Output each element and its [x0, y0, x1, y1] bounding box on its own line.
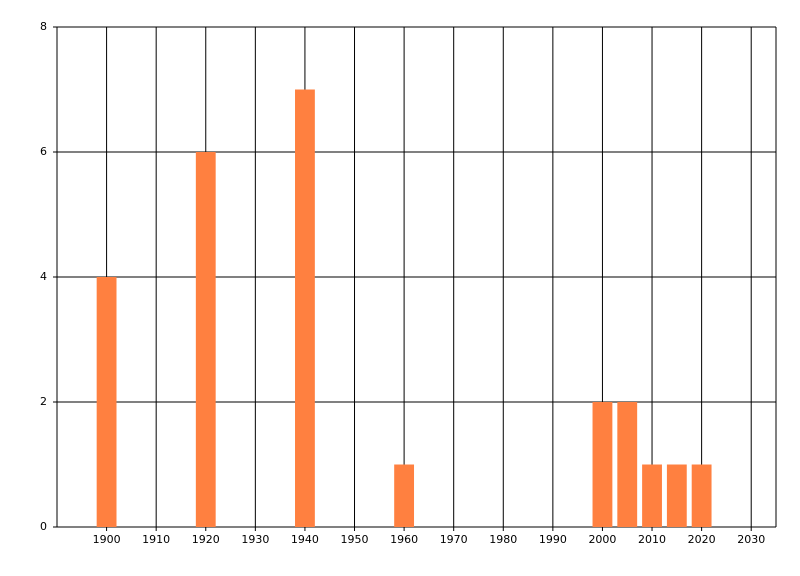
x-tick-label: 1960 [390, 533, 418, 546]
bar [691, 464, 712, 527]
x-tick-label: 1980 [489, 533, 517, 546]
bar [96, 277, 117, 527]
y-tick-label: 4 [40, 270, 47, 283]
x-tick-label: 1950 [341, 533, 369, 546]
bar [295, 89, 315, 527]
bar [617, 402, 638, 527]
bar [394, 464, 415, 527]
x-tick-label: 2020 [688, 533, 716, 546]
x-tick-label: 1910 [142, 533, 170, 546]
x-tick-label: 2000 [588, 533, 616, 546]
x-tick-label: 1930 [241, 533, 269, 546]
x-tick-label: 1900 [93, 533, 121, 546]
x-tick-label: 2030 [737, 533, 765, 546]
bar [592, 402, 613, 527]
bar [642, 464, 662, 527]
y-tick-label: 8 [40, 20, 47, 33]
x-tick-label: 2010 [638, 533, 666, 546]
y-tick-label: 6 [40, 145, 47, 158]
x-tick-label: 1970 [440, 533, 468, 546]
bar [195, 152, 216, 527]
y-tick-label: 0 [40, 520, 47, 533]
x-tick-label: 1990 [539, 533, 567, 546]
y-tick-label: 2 [40, 395, 47, 408]
x-tick-label: 1940 [291, 533, 319, 546]
x-tick-label: 1920 [192, 533, 220, 546]
bar [666, 464, 687, 527]
